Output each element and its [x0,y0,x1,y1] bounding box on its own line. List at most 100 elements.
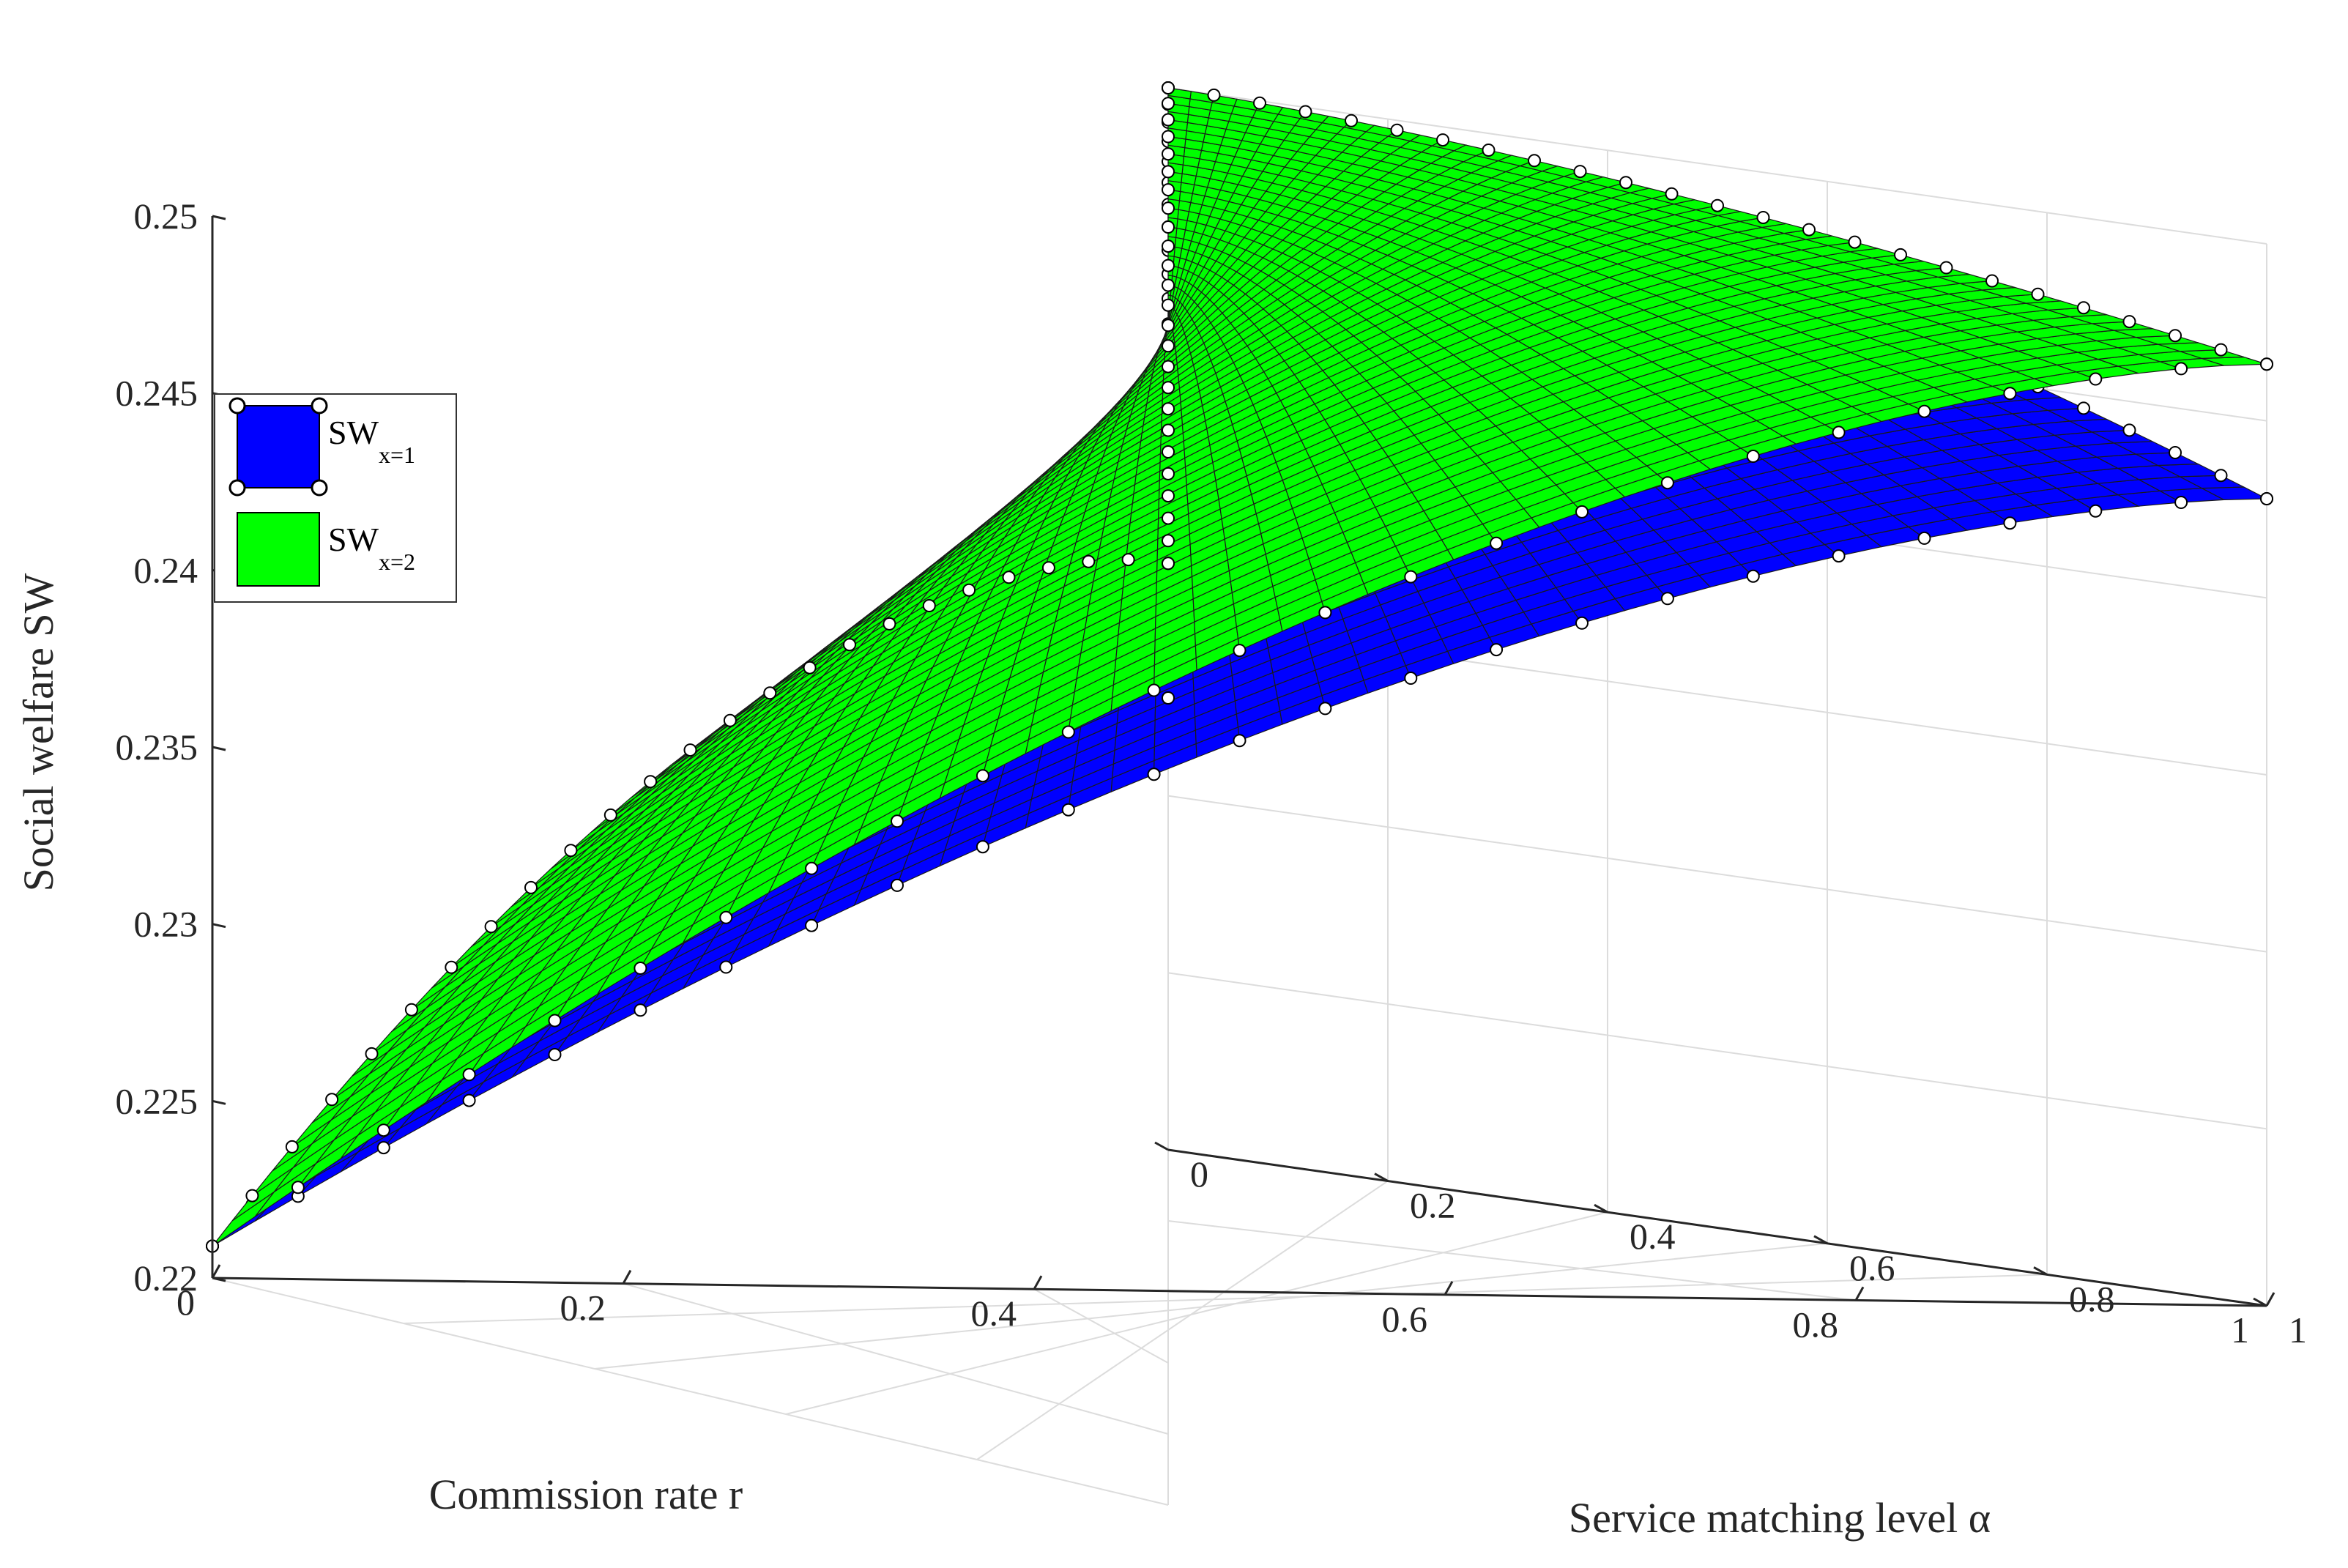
edge-marker [1404,570,1418,584]
edge-marker [922,599,936,612]
edge-marker [548,1014,562,1028]
edge-marker [2089,372,2103,386]
legend-swatch-sw-x1 [237,405,320,488]
y-tick [2033,1266,2048,1276]
edge-marker [1162,147,1175,161]
edge-marker [1802,223,1816,237]
edge-marker [1917,404,1931,418]
edge-marker [1162,691,1175,705]
z-tick [212,1277,226,1282]
edge-marker [1162,298,1175,312]
edge-marker [1162,534,1175,548]
edge-marker [603,808,617,822]
z-tick [212,746,226,751]
legend-marker [229,397,246,415]
grid-line [403,1274,2048,1324]
z-tick-label: 0.235 [116,727,198,768]
edge-marker [1061,725,1075,739]
edge-marker [2077,301,2090,315]
edge-marker [1162,319,1175,332]
edge-marker [1162,113,1175,127]
x-tick-label: 0.8 [1793,1304,1839,1345]
legend-marker [311,397,328,415]
edge-marker [1162,130,1175,144]
edge-marker [1318,606,1332,620]
edge-marker [548,1048,562,1061]
z-tick [212,923,226,929]
edge-marker [1848,235,1862,249]
edge-marker [2077,401,2090,415]
edge-marker [1575,505,1589,519]
y-axis-line [1167,1148,2267,1307]
y-tick [1154,1141,1169,1151]
edge-marker [1490,643,1504,657]
edge-marker [291,1181,305,1194]
edge-marker [1162,278,1175,292]
edge-marker [1002,571,1016,584]
edge-marker [2003,516,2017,530]
edge-marker [1345,114,1358,127]
edge-marker [1665,187,1679,201]
surface-series-2 [206,81,2273,1253]
edge-marker [2122,315,2136,329]
edge-marker [1121,553,1135,567]
y-tick-label: 0.2 [1410,1185,1456,1226]
edge-marker [1917,531,1931,545]
x-tick-label: 0.6 [1382,1298,1428,1340]
edge-marker [1482,144,1496,157]
edge-marker [1162,489,1175,503]
edge-marker [1162,402,1175,416]
edge-marker [1746,450,1760,463]
edge-marker [2089,504,2103,518]
edge-marker [723,713,737,727]
edge-marker [1832,549,1846,563]
edge-marker [1939,261,1953,275]
edge-marker [891,814,904,828]
grid-line [976,1180,1389,1460]
edge-marker [883,617,896,631]
edge-marker [1404,672,1418,685]
legend-label-sw-x2: SWx=2 [328,521,415,575]
edge-marker [1619,176,1632,190]
edge-marker [1162,165,1175,179]
edge-marker [1318,702,1332,716]
grid-line [1167,795,2267,953]
edge-marker [1061,803,1075,817]
edge-marker [962,583,976,597]
z-tick-label: 0.225 [116,1080,198,1121]
edge-marker [2174,496,2188,509]
edge-marker [1082,554,1096,568]
edge-marker [1253,96,1266,110]
y-axis-label: Service matching level α [1569,1494,1991,1542]
y-tick-label: 0.6 [1849,1247,1895,1288]
edge-marker [376,1123,390,1137]
edge-marker [1746,569,1760,583]
edge-marker [484,920,498,934]
z-tick-label: 0.22 [134,1257,198,1298]
edge-marker [1233,734,1247,748]
edge-marker [1162,467,1175,480]
edge-marker [891,878,904,892]
edge-marker [843,638,856,652]
edge-marker [1299,105,1312,119]
z-tick-label: 0.24 [134,549,198,590]
x-tick [1854,1286,1865,1301]
x-tick [1033,1275,1043,1290]
x-axis-label: Commission rate r [429,1471,743,1518]
edge-marker [365,1047,379,1060]
edge-marker [2260,357,2273,371]
edge-marker [2169,446,2182,459]
edge-marker [1390,123,1404,137]
edge-marker [1147,683,1161,697]
edge-marker [1985,274,1999,288]
edge-marker [1162,360,1175,374]
edge-marker [1162,511,1175,525]
edge-marker [1756,211,1770,224]
edge-marker [1162,381,1175,395]
edge-marker [2031,287,2045,301]
edge-marker [1041,561,1055,575]
grid-line [212,1277,1169,1506]
edge-marker [1162,259,1175,272]
edge-marker [245,1189,259,1203]
